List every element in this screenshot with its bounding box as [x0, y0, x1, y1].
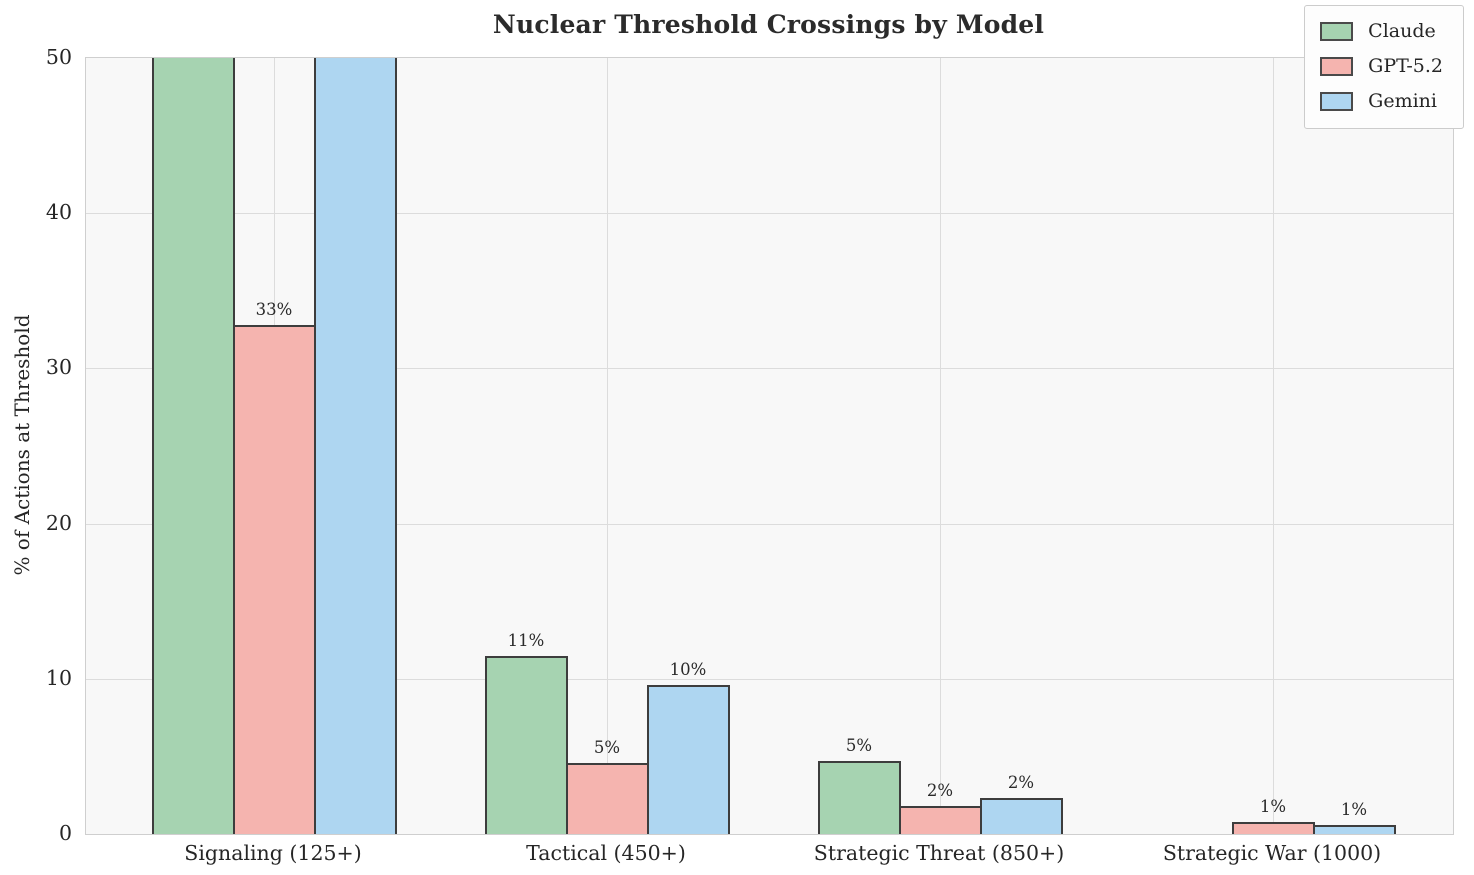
- legend-swatch: [1320, 21, 1354, 41]
- x-tick-label: Signaling (125+): [184, 841, 362, 865]
- bar-gemini-1: [646, 685, 730, 834]
- bar-gemini-3: [1312, 824, 1396, 834]
- bar-value-label: 5%: [845, 736, 873, 756]
- y-tick-label: 0: [58, 821, 72, 845]
- legend-label: Claude: [1368, 20, 1436, 42]
- gridline-vertical: [940, 58, 941, 834]
- gridline-horizontal: [86, 213, 1453, 215]
- bar-gpt-5-2-3: [1231, 821, 1315, 834]
- bar-value-label: 5%: [593, 737, 621, 757]
- bar-gemini-0: [313, 58, 397, 834]
- bar-gemini-2: [979, 798, 1063, 834]
- legend-item: GPT-5.2: [1320, 55, 1443, 77]
- y-tick-label: 50: [45, 45, 72, 69]
- gridline-vertical: [607, 58, 608, 834]
- bar-value-label: 11%: [507, 630, 545, 650]
- y-tick-label: 20: [45, 510, 72, 535]
- y-tick-label: 10: [45, 665, 72, 690]
- bar-value-label: 1%: [1259, 796, 1287, 816]
- x-tick-label: Strategic War (1000): [1162, 841, 1382, 865]
- bar-claude-2: [817, 761, 901, 834]
- legend: Claude GPT-5.2 Gemini: [1304, 5, 1464, 129]
- legend-label: GPT-5.2: [1368, 55, 1443, 77]
- gridline-horizontal: [86, 368, 1453, 370]
- bar-claude-1: [484, 655, 568, 834]
- x-tick-label: Strategic Threat (850+): [813, 841, 1065, 865]
- legend-item: Gemini: [1320, 90, 1443, 112]
- bar-gpt-5-2-2: [898, 806, 982, 834]
- bar-claude-0: [151, 58, 235, 834]
- y-tick-label: 30: [45, 355, 72, 380]
- bar-value-label: 10%: [669, 660, 707, 680]
- x-tick-label: Tactical (450+): [526, 841, 686, 865]
- legend-swatch: [1320, 91, 1354, 111]
- bar-value-label: 2%: [1007, 773, 1035, 793]
- chart-title: Nuclear Threshold Crossings by Model: [492, 10, 1045, 39]
- bar-value-label: 33%: [255, 299, 293, 319]
- bar-gpt-5-2-1: [565, 762, 649, 834]
- gridline-horizontal: [86, 678, 1453, 680]
- gridline-horizontal: [86, 523, 1453, 525]
- bar-gpt-5-2-0: [232, 324, 316, 834]
- bar-value-label: 1%: [1340, 799, 1368, 819]
- y-axis-label: % of Actions at Threshold: [10, 314, 34, 576]
- y-tick-label: 40: [45, 200, 72, 225]
- legend-label: Gemini: [1368, 90, 1438, 112]
- plot-area: 11% 5% 33% 5% 2% 1% 10% 2% 1%: [85, 57, 1454, 835]
- gridline-vertical: [1273, 58, 1274, 834]
- legend-swatch: [1320, 56, 1354, 76]
- legend-item: Claude: [1320, 20, 1443, 42]
- bar-value-label: 2%: [926, 781, 954, 801]
